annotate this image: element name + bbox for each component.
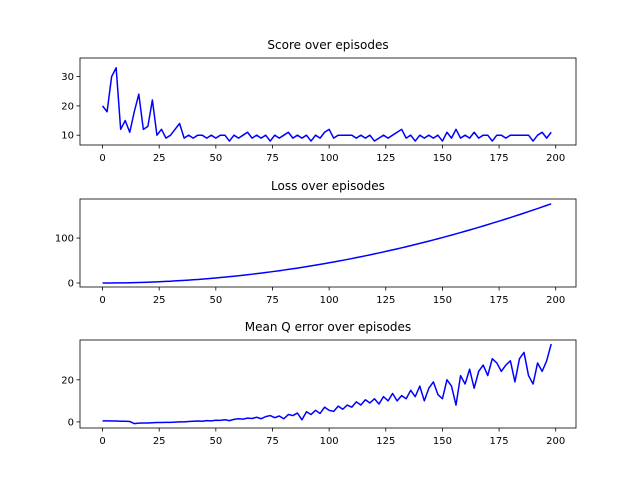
x-tick-label: 175 xyxy=(490,295,509,306)
y-tick-label: 0 xyxy=(68,417,74,428)
x-tick-label: 25 xyxy=(153,436,166,447)
x-tick-label: 200 xyxy=(546,436,565,447)
series-line xyxy=(102,343,552,425)
axes-frame xyxy=(79,198,577,288)
y-tick-label: 10 xyxy=(61,131,74,142)
x-tick-label: 100 xyxy=(320,153,339,164)
x-tick-label: 50 xyxy=(209,436,222,447)
x-tick-label: 125 xyxy=(376,295,395,306)
subplot-title: Score over episodes xyxy=(267,38,388,52)
x-tick-label: 0 xyxy=(99,153,105,164)
y-tick-label: 100 xyxy=(55,234,74,245)
x-tick-label: 125 xyxy=(376,436,395,447)
x-tick-label: 25 xyxy=(153,153,166,164)
subplot-title: Mean Q error over episodes xyxy=(245,320,411,334)
x-tick-label: 200 xyxy=(546,153,565,164)
subplot-title: Loss over episodes xyxy=(271,179,385,193)
x-tick-label: 100 xyxy=(320,436,339,447)
series-line xyxy=(102,203,552,284)
axes-frame xyxy=(79,57,577,146)
y-tick-label: 20 xyxy=(61,375,74,386)
x-tick-label: 75 xyxy=(266,295,279,306)
x-tick-label: 50 xyxy=(209,295,222,306)
x-tick-label: 150 xyxy=(433,436,452,447)
series-line xyxy=(101,67,552,142)
y-tick-label: 30 xyxy=(61,72,74,83)
x-tick-label: 75 xyxy=(266,153,279,164)
y-tick-label: 0 xyxy=(68,279,74,290)
x-tick-label: 0 xyxy=(99,436,105,447)
x-tick-label: 125 xyxy=(376,153,395,164)
axes-frame xyxy=(79,339,577,429)
x-tick-label: 75 xyxy=(266,436,279,447)
x-tick-label: 175 xyxy=(490,153,509,164)
x-tick-label: 50 xyxy=(209,153,222,164)
x-tick-label: 150 xyxy=(433,153,452,164)
x-tick-label: 100 xyxy=(320,295,339,306)
y-tick-label: 20 xyxy=(61,101,74,112)
x-tick-label: 25 xyxy=(153,295,166,306)
x-tick-label: 175 xyxy=(490,436,509,447)
x-tick-label: 0 xyxy=(99,295,105,306)
x-tick-label: 200 xyxy=(546,295,565,306)
x-tick-label: 150 xyxy=(433,295,452,306)
